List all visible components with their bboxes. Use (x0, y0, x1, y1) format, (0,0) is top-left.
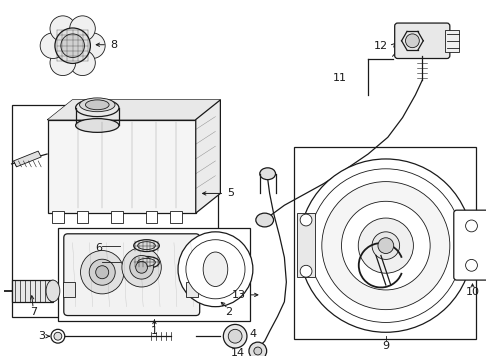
Circle shape (79, 33, 105, 59)
Bar (111, 211, 123, 223)
Ellipse shape (138, 258, 155, 266)
Circle shape (122, 248, 161, 287)
FancyBboxPatch shape (454, 210, 489, 280)
Circle shape (70, 50, 96, 76)
Circle shape (55, 28, 90, 63)
Text: 10: 10 (466, 287, 480, 297)
Circle shape (300, 265, 312, 277)
Ellipse shape (75, 118, 119, 132)
Bar (294, 147, 476, 339)
Ellipse shape (134, 240, 159, 252)
Circle shape (466, 220, 477, 232)
Circle shape (378, 238, 393, 253)
Circle shape (372, 232, 400, 260)
Text: 13: 13 (232, 290, 246, 300)
Text: 4: 4 (250, 329, 257, 339)
Text: 3: 3 (38, 331, 45, 341)
Ellipse shape (79, 98, 115, 112)
Text: 8: 8 (110, 40, 117, 50)
Polygon shape (14, 151, 41, 167)
Circle shape (40, 33, 66, 59)
Circle shape (406, 34, 419, 48)
Circle shape (300, 214, 312, 226)
FancyBboxPatch shape (64, 234, 200, 316)
Circle shape (61, 34, 84, 58)
Bar (297, 213, 315, 277)
Circle shape (89, 259, 115, 285)
Bar (58, 228, 250, 321)
Circle shape (70, 16, 96, 41)
Circle shape (130, 256, 153, 279)
Ellipse shape (256, 213, 273, 227)
Circle shape (223, 324, 247, 348)
Text: 2: 2 (225, 307, 232, 316)
Bar (186, 282, 198, 297)
Circle shape (358, 218, 414, 273)
Circle shape (249, 342, 267, 360)
Circle shape (96, 266, 109, 279)
Circle shape (309, 169, 463, 323)
Circle shape (186, 240, 245, 299)
Bar (445, 30, 459, 51)
Text: 12: 12 (374, 41, 388, 51)
Polygon shape (48, 100, 220, 120)
Text: 6: 6 (95, 243, 102, 253)
Text: 9: 9 (382, 341, 390, 351)
Polygon shape (196, 100, 220, 213)
FancyBboxPatch shape (394, 23, 450, 59)
Bar (48, 120, 196, 213)
Text: 7: 7 (30, 307, 37, 316)
Ellipse shape (75, 99, 119, 117)
Circle shape (136, 261, 147, 273)
Circle shape (80, 251, 124, 294)
Ellipse shape (134, 256, 159, 268)
Text: 11: 11 (332, 73, 346, 83)
Bar (63, 282, 74, 297)
Circle shape (342, 201, 430, 290)
Bar (76, 211, 88, 223)
Text: 5: 5 (227, 188, 234, 198)
Circle shape (50, 50, 75, 76)
Text: 1: 1 (151, 326, 158, 336)
Ellipse shape (138, 242, 155, 249)
Bar (12, 280, 53, 302)
Ellipse shape (203, 252, 228, 287)
Circle shape (299, 159, 472, 332)
Bar (170, 211, 182, 223)
Circle shape (228, 329, 242, 343)
Text: 14: 14 (231, 348, 245, 358)
Circle shape (54, 332, 62, 340)
Circle shape (254, 347, 262, 355)
Circle shape (50, 16, 75, 41)
Circle shape (51, 329, 65, 343)
Bar (52, 211, 64, 223)
Bar (146, 211, 157, 223)
Circle shape (178, 232, 253, 307)
Ellipse shape (85, 100, 109, 110)
Circle shape (466, 260, 477, 271)
Bar (12, 105, 219, 316)
Ellipse shape (260, 168, 275, 180)
Ellipse shape (46, 280, 60, 302)
Circle shape (322, 181, 450, 310)
